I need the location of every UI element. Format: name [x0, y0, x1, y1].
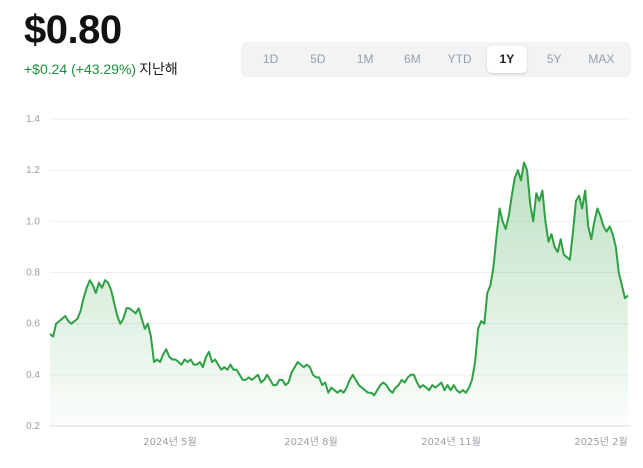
tab-6m[interactable]: 6M [404, 52, 421, 66]
range-tabs: 1D 5D 1M 6M YTD 1Y 5Y MAX [241, 42, 631, 77]
x-tick-label: 2024년 11월 [421, 436, 481, 448]
x-tick-label: 2024년 5월 [143, 436, 196, 448]
x-tick-label: 2024년 8월 [284, 436, 337, 448]
price-area-fill [50, 162, 628, 426]
price-line [49, 161, 629, 397]
price-change: +$0.24 (+43.29%) 지난해 [24, 59, 178, 79]
y-tick-label: 0.2 [26, 421, 40, 432]
tab-1m[interactable]: 1M [356, 52, 374, 66]
change-amount: +$0.24 (+43.29%) [24, 61, 137, 77]
y-tick-label: 0.4 [26, 370, 40, 381]
y-tick-label: 0.6 [26, 319, 40, 330]
tab-ytd[interactable]: YTD [447, 52, 472, 66]
y-tick-label: 1.4 [26, 114, 40, 125]
tab-1d[interactable]: 1D [262, 52, 279, 66]
price: $0.80 [24, 8, 122, 52]
tab-max[interactable]: MAX [588, 52, 615, 66]
y-tick-label: 1.0 [26, 216, 40, 227]
tab-5y[interactable]: 5Y [546, 52, 562, 66]
x-tick-label: 2025년 2월 [574, 436, 627, 448]
tab-5d[interactable]: 5D [310, 52, 326, 66]
y-tick-label: 0.8 [26, 268, 40, 279]
y-tick-label: 1.2 [26, 165, 40, 176]
change-period: 지난해 [139, 61, 178, 77]
tab-1y[interactable]: 1Y [486, 46, 527, 73]
